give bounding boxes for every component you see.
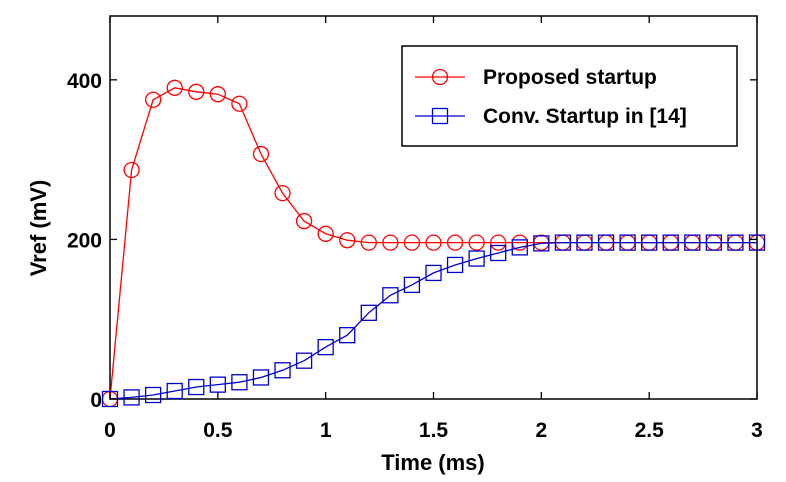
data-point-circle (144, 91, 162, 108)
data-point-square (641, 234, 658, 251)
data-point-square (748, 234, 766, 251)
data-point-square (533, 235, 550, 252)
data-point-circle (360, 234, 377, 251)
x-axis-label: Time (ms) (381, 450, 485, 475)
data-point-square (662, 234, 679, 251)
data-point-circle (231, 95, 248, 112)
data-point-square (123, 389, 140, 406)
legend-label-proposed: Proposed startup (483, 66, 657, 89)
data-point-square (446, 256, 464, 274)
data-point-square (684, 234, 701, 251)
data-point-circle (490, 234, 507, 251)
data-point-circle (382, 234, 399, 251)
legend: Proposed startup Conv. Startup in [14] (401, 45, 738, 147)
legend-marker-proposed (431, 68, 449, 86)
data-point-square (619, 234, 636, 251)
legend-box (401, 45, 738, 147)
data-point-circle (403, 234, 421, 251)
data-point-square (597, 234, 615, 251)
data-point-circle (295, 212, 313, 230)
data-point-square (403, 276, 421, 294)
x-tick-label: 1.5 (419, 419, 449, 442)
x-tick-label: 0.5 (203, 419, 233, 442)
data-point-circle (425, 234, 442, 251)
data-point-square (468, 250, 485, 267)
data-point-circle (274, 184, 291, 202)
legend-marker-conventional (431, 107, 449, 125)
data-point-square (188, 378, 205, 396)
data-point-square (144, 386, 162, 404)
data-point-circle (252, 145, 270, 163)
ticks-layer: 0 0.5 1 1.5 2 2.5 3 0 200 400 (67, 16, 763, 442)
series-layer (101, 79, 766, 408)
data-point-square (511, 239, 528, 256)
data-point-square (360, 304, 377, 321)
data-point-square (382, 287, 399, 304)
data-point-circle (188, 83, 205, 100)
data-point-square (576, 234, 593, 251)
y-tick-label: 0 (90, 389, 102, 412)
data-point-square (231, 374, 248, 391)
legend-label-conventional: Conv. Startup in [14] (483, 105, 687, 128)
data-point-circle (317, 225, 334, 242)
x-tick-label: 0 (104, 419, 116, 442)
data-point-square (705, 234, 723, 251)
data-point-circle (468, 234, 485, 251)
data-point-circle (209, 86, 226, 103)
data-point-circle (166, 79, 183, 96)
data-point-square (425, 264, 442, 282)
data-point-square (554, 234, 572, 251)
data-point-square (252, 369, 270, 386)
data-point-circle (123, 161, 140, 179)
data-point-square (490, 244, 507, 262)
series-line-1 (109, 241, 757, 400)
data-point-square (317, 338, 334, 356)
data-point-square (295, 352, 313, 369)
y-tick-label: 200 (67, 229, 102, 252)
y-tick-label: 400 (67, 70, 102, 93)
x-tick-label: 2.5 (635, 419, 665, 442)
data-point-circle (446, 234, 464, 251)
x-tick-label: 2 (535, 419, 547, 442)
y-axis-label: Vref (mV) (26, 180, 51, 277)
x-tick-label: 1 (320, 419, 332, 442)
data-point-square (101, 390, 119, 408)
data-point-square (727, 234, 744, 251)
x-tick-label: 3 (751, 419, 763, 442)
data-point-square (166, 382, 183, 400)
data-point-square (339, 327, 356, 344)
data-point-circle (339, 232, 356, 249)
data-point-square (274, 362, 291, 379)
